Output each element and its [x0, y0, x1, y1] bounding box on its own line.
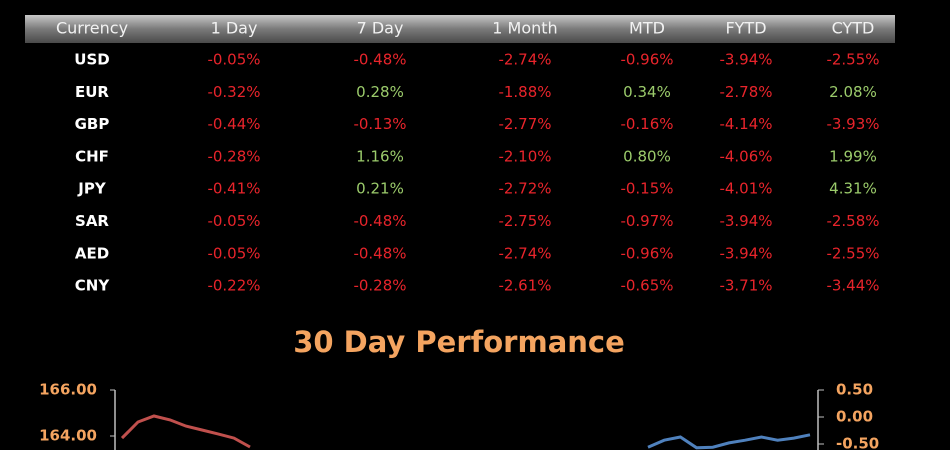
performance-cell: -2.74% [498, 51, 551, 69]
performance-cell: -3.93% [826, 115, 879, 133]
performance-cell: -3.94% [719, 51, 772, 69]
performance-cell: -2.58% [826, 212, 879, 230]
series-line [647, 433, 811, 450]
performance-cell: -3.94% [719, 244, 772, 262]
series-line [120, 414, 251, 449]
y2-tick-label: 0.50 [836, 381, 873, 399]
performance-cell: -4.01% [719, 180, 772, 198]
currency-name: CHF [75, 147, 109, 165]
y2-tick-label: -0.50 [836, 435, 879, 450]
currency-name: USD [74, 51, 109, 69]
performance-cell: -0.05% [207, 212, 260, 230]
performance-cell: -2.61% [498, 277, 551, 295]
column-header: Currency [56, 19, 128, 38]
performance-cell: -2.72% [498, 180, 551, 198]
performance-cell: 4.31% [829, 180, 877, 198]
performance-cell: -0.22% [207, 277, 260, 295]
currency-name: EUR [75, 83, 109, 101]
performance-cell: -0.97% [620, 212, 673, 230]
performance-cell: -0.16% [620, 115, 673, 133]
column-header: MTD [629, 19, 665, 38]
currency-name: SAR [75, 212, 109, 230]
performance-cell: 0.34% [623, 83, 671, 101]
performance-cell: 0.28% [356, 83, 404, 101]
performance-cell: -0.28% [353, 277, 406, 295]
performance-cell: -2.10% [498, 147, 551, 165]
performance-cell: -3.94% [719, 212, 772, 230]
performance-cell: -0.05% [207, 244, 260, 262]
performance-cell: -0.05% [207, 51, 260, 69]
performance-cell: -2.77% [498, 115, 551, 133]
performance-cell: -4.06% [719, 147, 772, 165]
performance-cell: -2.55% [826, 244, 879, 262]
performance-cell: 1.16% [356, 147, 404, 165]
column-header: 7 Day [357, 19, 404, 38]
column-header: CYTD [832, 19, 875, 38]
chart-title: 30 Day Performance [293, 325, 625, 359]
performance-cell: -1.88% [498, 83, 551, 101]
performance-cell: -0.28% [207, 147, 260, 165]
performance-cell: -2.78% [719, 83, 772, 101]
performance-cell: 2.08% [829, 83, 877, 101]
performance-cell: -0.13% [353, 115, 406, 133]
currency-name: GBP [75, 115, 110, 133]
currency-name: AED [75, 244, 109, 262]
currency-name: JPY [77, 180, 107, 198]
currency-name: CNY [75, 277, 111, 295]
performance-cell: 1.99% [829, 147, 877, 165]
performance-cell: -0.48% [353, 244, 406, 262]
performance-cell: -2.74% [498, 244, 551, 262]
performance-cell: -3.44% [826, 277, 879, 295]
performance-cell: -0.65% [620, 277, 673, 295]
performance-cell: 0.21% [356, 180, 404, 198]
y2-tick-label: 0.00 [836, 408, 873, 426]
y-tick-label: 166.00 [39, 381, 97, 399]
performance-cell: -0.48% [353, 212, 406, 230]
performance-cell: -0.96% [620, 51, 673, 69]
column-header: 1 Month [492, 19, 557, 38]
performance-cell: -0.32% [207, 83, 260, 101]
performance-cell: -0.41% [207, 180, 260, 198]
column-header: FYTD [725, 19, 766, 38]
column-header: 1 Day [211, 19, 258, 38]
performance-cell: -0.48% [353, 51, 406, 69]
performance-cell: -4.14% [719, 115, 772, 133]
performance-cell: -2.75% [498, 212, 551, 230]
performance-cell: -0.15% [620, 180, 673, 198]
performance-cell: -2.55% [826, 51, 879, 69]
performance-cell: 0.80% [623, 147, 671, 165]
performance-cell: -0.44% [207, 115, 260, 133]
performance-cell: -3.71% [719, 277, 772, 295]
y-tick-label: 164.00 [39, 427, 97, 445]
header-row-background [25, 15, 895, 43]
performance-cell: -0.96% [620, 244, 673, 262]
